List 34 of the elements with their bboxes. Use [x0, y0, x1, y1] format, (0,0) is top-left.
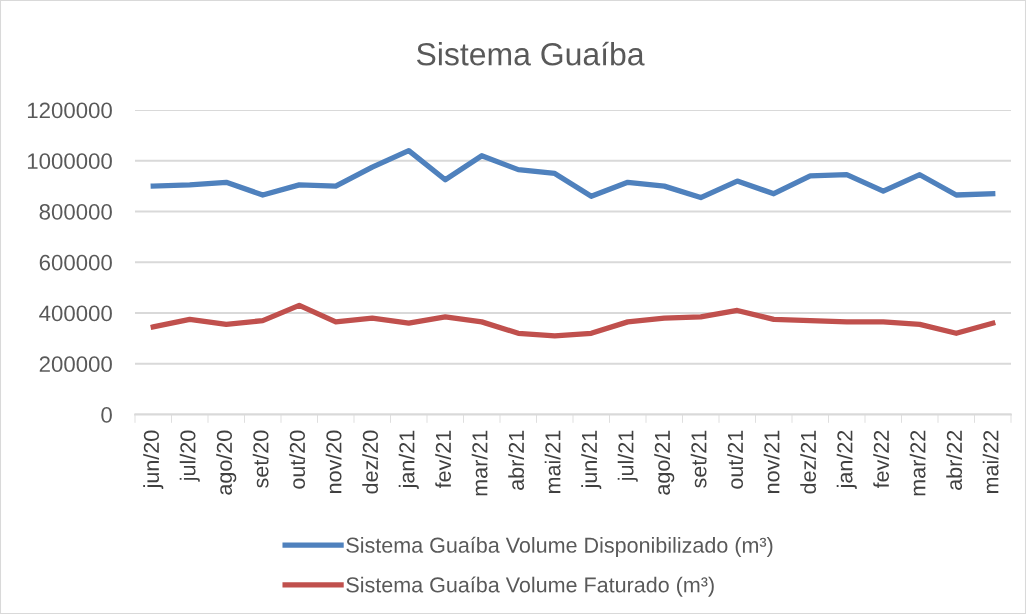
x-tick-label: set/20 [252, 430, 269, 488]
x-tick-label: dez/20 [362, 430, 379, 494]
chart-title: Sistema Guaíba [416, 41, 645, 66]
x-tick-label: mar/22 [909, 430, 926, 496]
x-tick-label: nov/20 [325, 430, 342, 493]
x-tick-label: jan/22 [836, 430, 857, 489]
x-tick-label: dez/21 [800, 430, 817, 494]
y-tick-label: 1000000 [27, 153, 112, 170]
x-tick-label: nov/21 [763, 430, 780, 493]
x-tick-label: mai/22 [982, 430, 999, 493]
x-tick-label: mar/21 [471, 430, 488, 496]
x-tick-label: out/20 [289, 430, 306, 489]
x-tick-label: jun/21 [581, 430, 602, 489]
x-tick-label: abr/22 [946, 430, 963, 490]
x-tick-label: jan/21 [398, 430, 419, 489]
y-tick-label: 0 [101, 407, 112, 423]
y-tick-label: 600000 [39, 254, 112, 271]
x-tick-label: ago/21 [654, 430, 675, 495]
x-tick-label: fev/21 [435, 430, 452, 489]
x-tick-label: jun/20 [143, 430, 164, 489]
x-tick-label: fev/22 [873, 430, 890, 489]
x-tick-label: jul/20 [179, 430, 200, 482]
x-tick-label: set/21 [690, 430, 707, 488]
y-tick-label: 800000 [39, 204, 112, 220]
y-tick-label: 1200000 [27, 102, 112, 119]
y-tick-label: 200000 [39, 356, 112, 373]
x-tick-label: jul/21 [617, 430, 638, 482]
legend-label: Sistema Guaíba Volume Faturado (m³) [346, 576, 714, 597]
x-tick-label: mai/21 [544, 430, 561, 493]
x-tick-label: out/21 [727, 430, 744, 489]
legend-label: Sistema Guaíba Volume Disponibilizado (m³) [346, 536, 773, 558]
x-tick-label: abr/21 [508, 430, 525, 490]
x-tick-label: ago/20 [216, 430, 237, 495]
y-tick-label: 400000 [39, 305, 112, 322]
